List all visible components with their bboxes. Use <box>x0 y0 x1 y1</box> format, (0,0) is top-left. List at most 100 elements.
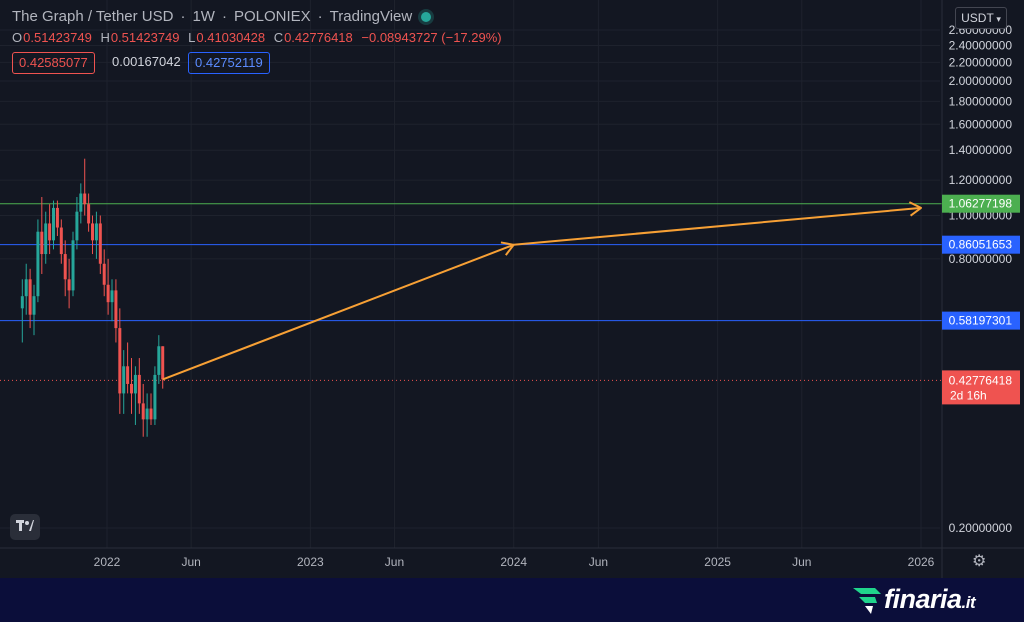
candle-body <box>67 279 71 291</box>
y-tick-label: 1.80000000 <box>949 94 1013 108</box>
candle-body <box>59 227 63 255</box>
price-axis[interactable]: 0.200000000.800000001.000000001.20000000… <box>941 0 1013 578</box>
y-tick-label: 2.40000000 <box>949 39 1013 53</box>
currency-selector-button[interactable]: USDT ▾ <box>955 7 1007 29</box>
candle-body <box>87 204 91 224</box>
indicator-value-3[interactable]: 0.42752119 <box>188 52 270 74</box>
currency-label: USDT <box>961 11 994 25</box>
price-labels: 1.06277198 0.86051653 0.58197301 0.42776418… <box>942 194 1020 405</box>
candle-body <box>48 223 52 241</box>
watermark-banner <box>0 578 1024 622</box>
y-tick-label: 2.20000000 <box>949 55 1013 69</box>
candle-body <box>36 231 40 297</box>
candle-body <box>153 374 157 420</box>
grid <box>0 0 940 548</box>
candle-body <box>20 296 24 309</box>
projection-arrow <box>162 201 922 381</box>
candle-body <box>32 296 36 315</box>
bar-countdown-label: 2d 16h <box>950 388 987 402</box>
level-price-label: 0.86051653 <box>949 238 1013 252</box>
last-price-label: 0.42776418 <box>949 373 1013 387</box>
chevron-down-icon: ▾ <box>993 14 1001 24</box>
candle-body <box>130 383 134 394</box>
high-key: H <box>100 30 110 45</box>
candle-body <box>141 403 145 420</box>
candle-body <box>24 279 28 297</box>
low-key: L <box>188 30 196 45</box>
candle-body <box>161 346 165 380</box>
level-price-tag <box>942 194 1020 213</box>
symbol-header[interactable]: The Graph / Tether USD · 1W · POLONIEX · Tradi… <box>12 8 432 25</box>
indicator-value-1[interactable]: 0.42585077 <box>12 52 95 74</box>
open-value: 0.51423749 <box>23 30 92 45</box>
watermark-tld: .it <box>961 593 976 612</box>
y-tick-label: 0.80000000 <box>949 252 1013 266</box>
candle-body <box>52 207 56 241</box>
y-tick-label: 1.40000000 <box>949 143 1013 157</box>
candle-body <box>44 223 48 255</box>
candle-body <box>102 263 106 285</box>
source-label: TradingView <box>329 8 413 25</box>
candle-body <box>157 346 161 375</box>
candle-body <box>28 279 32 315</box>
candle-body <box>94 223 98 241</box>
candle-body <box>145 408 149 420</box>
x-tick-label: 2024 <box>500 555 527 569</box>
level-price-tag <box>942 235 1020 254</box>
candle-body <box>133 374 137 394</box>
projection-arrow-head-end <box>908 201 922 217</box>
gear-icon[interactable]: ⚙ <box>972 553 987 570</box>
symbol-name[interactable]: The Graph / Tether USD <box>12 8 174 25</box>
y-tick-label: 2.00000000 <box>949 74 1013 88</box>
change-value: −0.08943727 (−17.29%) <box>361 30 502 45</box>
x-tick-label: Jun <box>181 555 200 569</box>
candle-body <box>126 366 130 384</box>
candle-body <box>75 211 79 241</box>
close-key: C <box>273 30 284 45</box>
candle-body <box>40 231 44 255</box>
indicator-value-2: 0.00167042 <box>112 54 181 69</box>
watermark-brand: finaria <box>884 584 962 614</box>
candle-body <box>114 290 118 329</box>
candle-body <box>110 290 114 303</box>
x-tick-label: 2025 <box>704 555 731 569</box>
y-tick-label: 1.60000000 <box>949 117 1013 131</box>
candle-body <box>118 328 122 394</box>
level-price-tag <box>942 311 1020 330</box>
x-tick-label: Jun <box>792 555 811 569</box>
candle-body <box>137 374 141 404</box>
candle-body <box>149 408 153 420</box>
ohlc-values: O0.51423749 H0.51423749 L0.41030428 C0.4… <box>12 30 507 45</box>
x-tick-label: Jun <box>385 555 404 569</box>
y-tick-label: 1.20000000 <box>949 173 1013 187</box>
finaria-watermark: finaria.it <box>884 584 976 615</box>
candle-body <box>79 193 83 212</box>
candle-body <box>71 240 75 291</box>
level-price-label: 0.58197301 <box>949 314 1013 328</box>
last-price-tag <box>942 370 1020 405</box>
tradingview-logo-icon <box>16 520 34 531</box>
x-tick-label: 2026 <box>908 555 935 569</box>
low-value: 0.41030428 <box>196 30 266 45</box>
candle-body <box>98 223 102 264</box>
level-price-label: 1.06277198 <box>949 197 1013 211</box>
tradingview-logo[interactable] <box>10 514 40 540</box>
candle-body <box>122 366 126 394</box>
x-tick-label: 2023 <box>297 555 324 569</box>
x-tick-label: Jun <box>589 555 608 569</box>
projection-arrow-head-mid <box>500 241 515 256</box>
candle-body <box>83 193 87 205</box>
y-tick-label: 0.20000000 <box>949 521 1013 535</box>
x-tick-label: 2022 <box>94 555 121 569</box>
candle-body <box>106 284 110 303</box>
exchange-label: POLONIEX <box>233 8 311 25</box>
time-axis[interactable]: 2022 Jun 2023 Jun 2024 Jun 2025 Jun 2026 <box>0 547 1024 569</box>
close-value: 0.42776418 <box>284 30 353 45</box>
candles <box>20 158 165 437</box>
candle-body <box>63 254 67 280</box>
open-key: O <box>12 30 23 45</box>
interval-label[interactable]: 1W <box>192 8 215 25</box>
horizontal-levels <box>0 203 942 381</box>
finaria-leaf-logo <box>853 588 881 614</box>
